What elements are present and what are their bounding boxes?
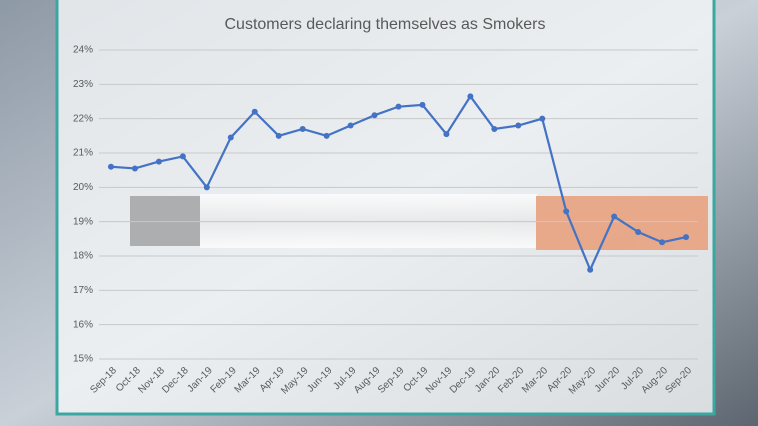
y-tick-label: 18% (73, 251, 93, 262)
y-tick-label: 23% (73, 79, 93, 90)
data-point (347, 122, 354, 129)
data-point (635, 228, 642, 235)
data-point (251, 108, 258, 115)
data-point (659, 239, 666, 246)
y-tick-label: 16% (73, 319, 93, 330)
cigarette-ash (130, 196, 205, 246)
data-point (179, 153, 186, 160)
y-tick-label: 22% (73, 113, 93, 124)
chart-title: Customers declaring themselves as Smoker… (224, 16, 545, 33)
data-point (299, 125, 306, 132)
data-point (131, 165, 138, 172)
y-tick-label: 21% (73, 148, 93, 159)
data-point (515, 122, 522, 129)
y-tick-label: 19% (73, 216, 93, 227)
data-point (155, 158, 162, 165)
data-point (611, 213, 618, 220)
data-point (539, 115, 546, 122)
data-point (371, 112, 378, 119)
data-point (275, 132, 282, 139)
data-point (395, 103, 402, 110)
cigarette-filter (536, 196, 708, 250)
cigarette-paper (200, 194, 537, 248)
data-point (443, 131, 450, 138)
data-point (491, 125, 498, 132)
y-tick-label: 17% (73, 285, 93, 296)
data-point (683, 234, 690, 241)
data-point (419, 101, 426, 108)
data-point (467, 93, 474, 100)
data-point (563, 208, 570, 215)
data-point (203, 184, 210, 191)
y-tick-label: 24% (73, 45, 93, 56)
y-tick-label: 20% (73, 182, 93, 193)
data-point (107, 163, 114, 170)
data-point (587, 266, 594, 273)
data-point (227, 134, 234, 141)
y-tick-label: 15% (73, 354, 93, 365)
data-point (323, 132, 330, 139)
